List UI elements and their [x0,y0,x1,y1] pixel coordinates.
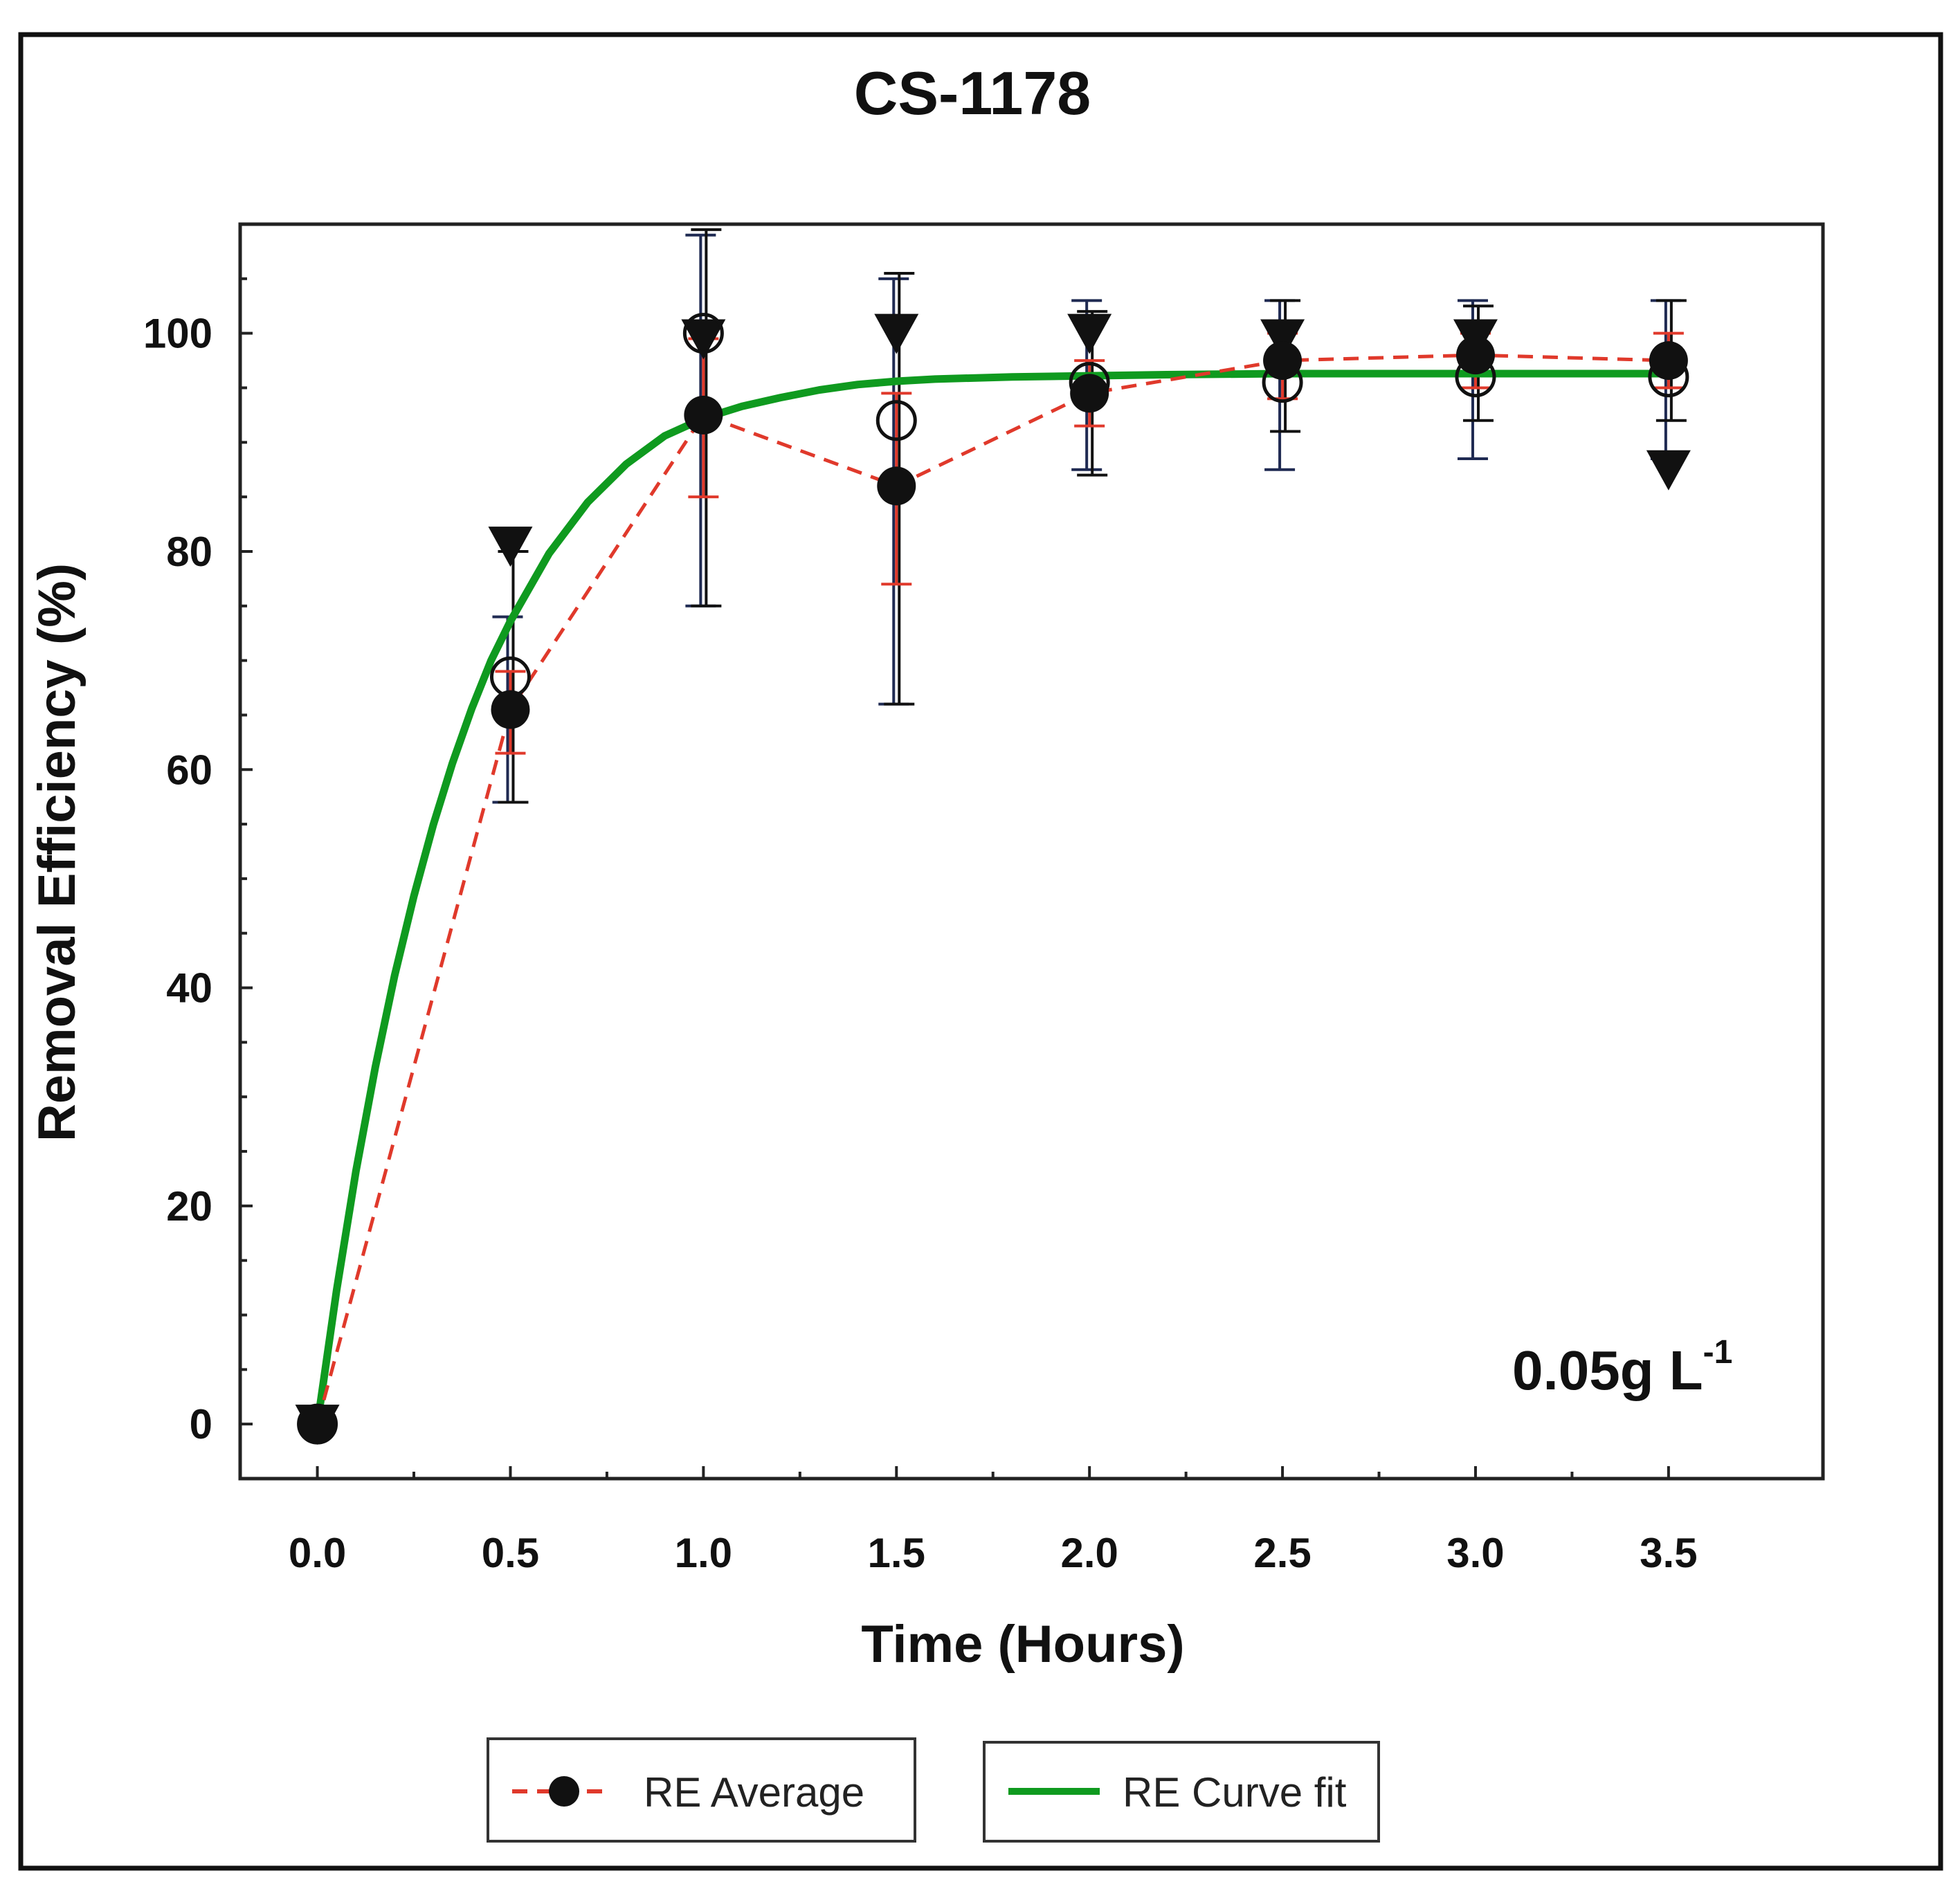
curve-fit-line [314,369,1669,1425]
open-circle-marker [875,400,917,441]
average-marker [877,466,916,506]
average-marker [298,1405,337,1444]
average-marker [491,690,530,729]
legend-label-average: RE Average [644,1769,864,1816]
axis-ticks [240,277,1670,1479]
legend-average-marker [549,1776,579,1807]
series-lines [314,353,1669,1425]
x-tick-label: 3.5 [1640,1530,1697,1576]
x-tick-label: 1.0 [675,1530,732,1576]
triangle-marker [1260,319,1305,360]
x-tick-label: 2.5 [1253,1530,1311,1576]
triangle-marker [681,319,726,360]
figure-frame [18,32,1943,1871]
average-marker [684,395,723,435]
x-tick-label: 2.0 [1060,1530,1118,1576]
y-tick-label: 20 [166,1183,212,1230]
legend-label-curve-fit: RE Curve fit [1123,1769,1347,1816]
chart-title: CS-1178 [854,59,1091,127]
x-tick-label: 3.0 [1446,1530,1504,1576]
average-marker [1455,336,1495,375]
annotation-text: 0.05g L [1512,1340,1703,1401]
x-tick-label: 1.5 [868,1530,925,1576]
y-tick-label: 0 [190,1401,212,1447]
plot-area [238,222,1825,1481]
triangle-marker [874,313,919,354]
y-tick-label: 60 [166,747,212,793]
average-marker [1649,341,1688,381]
y-tick-label: 40 [166,965,212,1012]
y-tick-label: 80 [166,529,212,575]
triangle-marker [488,527,533,567]
average-line [316,353,1669,1425]
tick-labels: 0 20 40 60 80 100 0.0 0.5 1.0 1.5 2.0 2.5 3.0 3.5 [143,311,1698,1576]
concentration-annotation: 0.05g L-1 [1512,1334,1732,1401]
data-markers [295,313,1691,1445]
average-marker [1263,341,1303,381]
triangle-marker [1646,450,1691,491]
x-tick-label: 0.5 [482,1530,539,1576]
triangle-marker [1067,313,1112,354]
average-marker [1070,374,1109,413]
x-tick-label: 0.0 [289,1530,346,1576]
y-axis-title: Removal Efficiency (%) [28,563,87,1142]
legend: RE Average RE Curve fit [487,1737,1380,1843]
open-circle-marker [682,313,724,354]
y-tick-label: 100 [143,311,212,357]
x-axis-title: Time (Hours) [861,1615,1184,1674]
annotation-superscript: -1 [1703,1334,1733,1371]
